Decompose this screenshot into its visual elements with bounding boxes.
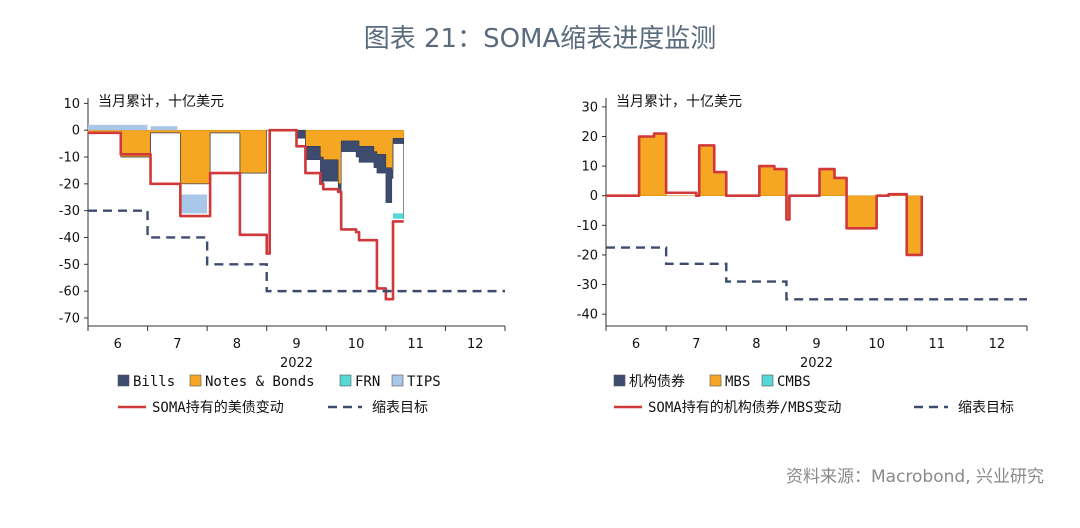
chart2-x-tick-label: 10: [868, 337, 885, 352]
chart1-y-tick-label: 0: [72, 124, 80, 139]
chart1-y-tick-label: -60: [59, 285, 80, 300]
chart2-legend-swatch: [709, 374, 722, 387]
chart2-y-tick-label: -40: [577, 308, 598, 323]
chart1-x-tick-label: 7: [173, 337, 181, 352]
chart2-y-tick-label: -30: [577, 278, 598, 293]
chart1-y-tick-label: -70: [59, 311, 80, 326]
chart2-legend-label: SOMA持有的机构债券/MBS变动: [648, 400, 841, 416]
chart2-x-axis-title: 2022: [800, 356, 833, 371]
chart1-legend-label: FRN: [355, 374, 380, 390]
chart1-y-tick-label: -30: [59, 204, 80, 219]
chart1-unit-label: 当月累计，十亿美元: [98, 94, 224, 110]
chart1-x-tick-label: 8: [233, 337, 241, 352]
chart2-x-tick-label: 12: [989, 337, 1006, 352]
chart2-x-tick-label: 6: [632, 337, 640, 352]
chart2-x-tick-label: 9: [812, 337, 820, 352]
chart2-legend-label: MBS: [725, 374, 750, 390]
chart2-y-tick-label: 20: [581, 130, 598, 145]
chart2-legend-label: 缩表目标: [958, 400, 1014, 416]
chart1-y-tick-label: -10: [59, 151, 80, 166]
chart2-y-tick-label: 10: [581, 160, 598, 175]
tips-area: [150, 126, 178, 131]
page-title: 图表 21：SOMA缩表进度监测: [363, 24, 717, 54]
chart2-x-tick-label: 7: [692, 337, 700, 352]
chart1-y-tick-label: -20: [59, 177, 80, 192]
chart1-y-tick-label: 10: [63, 97, 80, 112]
chart1-y-tick-label: -50: [59, 258, 80, 273]
mbs-area: [606, 133, 922, 256]
chart1-target-dashed-line: [88, 209, 505, 293]
chart2-legend-label: CMBS: [777, 374, 811, 390]
chart1-x-tick-label: 10: [348, 337, 365, 352]
bills-area: [88, 129, 404, 219]
chart2-y-tick-label: 30: [581, 100, 598, 115]
chart1-x-tick-label: 11: [407, 337, 424, 352]
chart1-x-tick-label: 12: [467, 337, 484, 352]
tips-area: [180, 194, 208, 214]
chart2-legend-swatch: [613, 374, 626, 387]
chart2-unit-label: 当月累计，十亿美元: [616, 94, 742, 110]
chart1-x-axis-title: 2022: [280, 356, 313, 371]
chart1-legend-label: Notes & Bonds: [205, 374, 315, 390]
chart2-x-tick-label: 11: [929, 337, 946, 352]
chart2-soma-change-line: [606, 132, 924, 257]
chart2-y-tick-label: -10: [577, 219, 598, 234]
source-note: 资料来源：Macrobond, 兴业研究: [785, 467, 1044, 487]
chart2-x-tick-label: 8: [752, 337, 760, 352]
chart1-legend-label: 缩表目标: [372, 400, 428, 416]
chart1-soma-change-line: [88, 128, 404, 301]
chart1-x-tick-label: 6: [114, 337, 122, 352]
chart1-legend-swatch: [117, 374, 130, 387]
frn-area: [393, 213, 404, 219]
chart2-target-dashed-line: [606, 246, 1027, 301]
chart2-y-tick-label: 0: [590, 189, 598, 204]
chart2-y-tick-label: -20: [577, 248, 598, 263]
chart2-legend-label: 机构债券: [629, 374, 685, 390]
chart2-legend-swatch: [761, 374, 774, 387]
chart1-legend-swatch: [339, 374, 352, 387]
tips-area: [88, 124, 148, 131]
chart1-y-tick-label: -40: [59, 231, 80, 246]
chart1-legend-swatch: [189, 374, 202, 387]
chart1-legend-label: TIPS: [407, 374, 441, 390]
chart1-legend-label: SOMA持有的美债变动: [152, 400, 284, 416]
chart1-x-tick-label: 9: [292, 337, 300, 352]
chart1-legend-label: Bills: [133, 374, 175, 390]
chart1-legend-swatch: [391, 374, 404, 387]
